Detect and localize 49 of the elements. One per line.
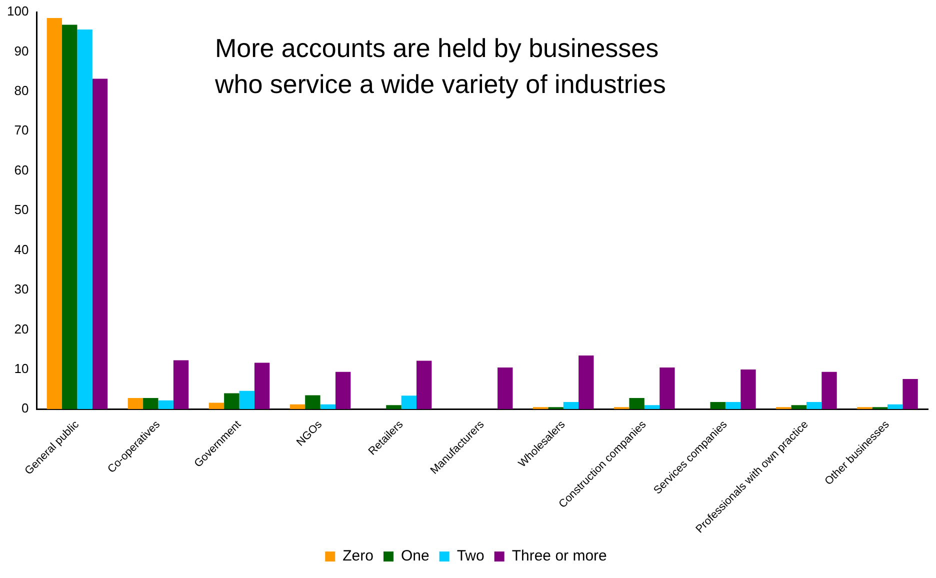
bar [224,393,240,410]
bar [62,24,78,410]
y-tick-label: 90 [14,43,29,58]
text: More accounts are held by businesses who service a wide variety of industries [214,33,666,100]
y-tick-label: 80 [14,83,29,98]
bar [173,360,189,410]
bar [77,29,92,410]
bar [578,356,594,410]
y-tick-label: 60 [14,162,29,178]
bar [644,405,660,410]
bar [416,360,432,410]
bar [335,372,351,410]
bar [290,404,306,410]
bar [143,398,158,410]
bar [401,396,417,410]
y-tick-label: 50 [14,202,29,218]
bar [887,404,903,410]
bar [806,402,822,410]
bar [208,402,224,410]
bar [791,405,806,410]
bar [822,372,837,410]
legend-label: One [400,548,430,565]
legend-label: Two [456,548,484,565]
bar [239,390,254,410]
bar [320,404,336,410]
y-tick-label: 0 [21,400,29,416]
bar [498,367,513,410]
y-tick-label: 30 [14,282,29,297]
bar [725,402,741,410]
y-tick-label: 10 [14,361,29,376]
bar [305,395,320,410]
bar [902,378,918,410]
bar [740,369,756,410]
bar [46,18,62,410]
legend-label: Three or more [512,548,607,565]
bar [386,405,402,410]
y-tick-label: 20 [14,321,29,336]
bar [563,402,579,410]
bar [254,362,270,410]
bar [660,367,675,410]
bar [710,402,726,410]
bar [92,78,108,410]
bar [128,398,144,410]
y-tick-label: 100 [6,4,29,19]
y-tick-label: 40 [14,242,29,257]
y-tick-label: 70 [14,122,29,138]
legend-label: Zero [342,548,374,565]
bar [158,400,174,410]
bar [629,398,644,410]
